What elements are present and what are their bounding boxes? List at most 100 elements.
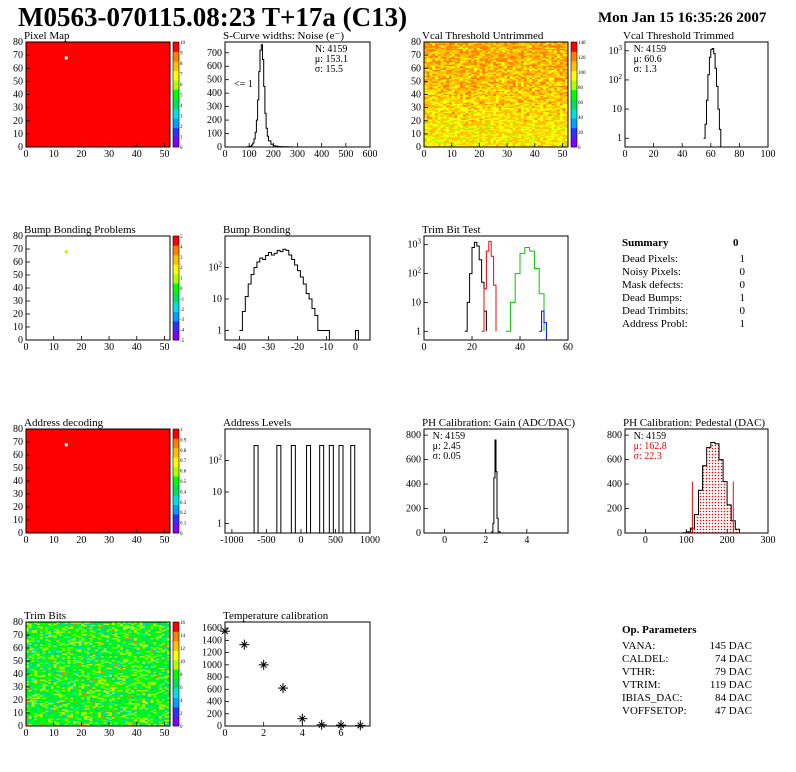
heatmap-cell [554,82,558,85]
heatmap-cell [498,45,502,48]
heatmap-cell [426,90,430,93]
heatmap-cell [451,44,455,47]
heatmap-cell [471,99,475,102]
heatmap-cell [537,68,541,70]
heatmap-cell [167,719,171,722]
heatmap-cell [532,69,536,72]
y-tick-label: 60 [13,450,23,461]
heatmap-cell [496,115,500,118]
heatmap-cell [482,93,486,95]
heatmap-cell [534,56,538,59]
heatmap-cell [529,103,533,106]
heatmap-cell [451,53,455,56]
heatmap-cell [487,49,491,52]
heatmap-cell [473,64,478,67]
heatmap-cell [473,78,478,81]
heatmap-cell [479,84,483,86]
heatmap-cell [484,111,489,114]
heatmap-cell [515,108,519,111]
heatmap-cell [465,133,469,136]
heatmap-cell [512,76,516,78]
heatmap-cell [554,77,558,80]
heatmap-cell [437,144,442,147]
address-peak [338,444,344,533]
heatmap-cell [496,84,500,86]
heatmap-cell [440,44,444,47]
heatmap-cell [537,43,541,46]
heatmap-cell [484,114,489,116]
heatmap-cell [526,106,530,109]
heatmap-cell [424,95,428,98]
y-tick-label: 40 [13,283,23,294]
heatmap-cell [512,102,516,105]
heatmap-cell [537,56,541,59]
heatmap-cell [537,86,541,89]
heatmap-cell [501,76,505,78]
heatmap-cell [565,119,569,122]
heatmap-cell [48,722,52,724]
heatmap-cell [437,52,442,55]
heatmap-cell [526,68,530,70]
heatmap-cell [507,43,511,46]
heatmap-cell [487,99,491,102]
heatmap-cell [498,64,502,67]
heatmap-cell [473,102,478,105]
heatmap-cell [501,137,505,140]
heatmap-cell [520,102,525,105]
heatmap-cell [473,115,478,118]
heatmap-cell [554,95,558,98]
heatmap-cell [437,119,442,122]
heatmap-cell [490,80,494,82]
heatmap-cell [496,114,500,116]
heatmap-cell [518,135,522,137]
heatmap-cell [479,77,483,80]
heatmap-cell [432,133,436,136]
heatmap-cell [476,131,480,133]
heatmap-cell [457,103,461,106]
heatmap-cell [562,80,566,82]
y-tick-label: 300 [207,102,222,113]
heatmap-cell [523,137,527,140]
heatmap-cell [537,80,541,82]
heatmap-cell [465,107,469,110]
heatmap-cell [559,49,563,52]
heatmap-cell [496,60,500,63]
heatmap-cell [147,720,152,723]
heatmap-cell [429,101,433,103]
heatmap-cell [548,97,552,99]
heatmap-cell [440,119,444,122]
heatmap-cell [95,722,99,724]
heatmap-cell [136,719,140,722]
heatmap-cell [426,123,430,126]
heatmap-cell [462,73,466,76]
heatmap-cell [59,718,63,720]
heatmap-cell [451,55,455,57]
heatmap-cell [490,45,494,48]
heatmap-cell [465,86,469,89]
heatmap-cell [507,118,511,120]
heatmap-cell [507,64,511,67]
heatmap-cell [520,132,525,135]
heatmap-cell [451,61,455,64]
heatmap-cell [493,97,497,99]
heatmap-cell [518,43,522,46]
heatmap-cell [468,140,472,143]
heatmap-cell [462,89,466,91]
heatmap-cell [554,114,558,116]
heatmap-cell [545,103,550,106]
heatmap-cell [446,65,450,68]
heatmap-cell [520,133,525,136]
heatmap-cell [540,127,544,130]
heatmap-cell [512,45,516,48]
heatmap-cell [501,136,505,139]
heatmap-cell [501,114,505,116]
heatmap-cell [145,719,149,722]
heatmap-cell [509,99,514,102]
heatmap-cell [554,101,558,103]
heatmap-cell [545,68,550,70]
heatmap-cell [150,722,154,724]
heatmap-cell [512,69,516,72]
heatmap-cell [454,57,458,60]
heatmap-cell [551,132,555,135]
heatmap-cell [111,723,116,726]
